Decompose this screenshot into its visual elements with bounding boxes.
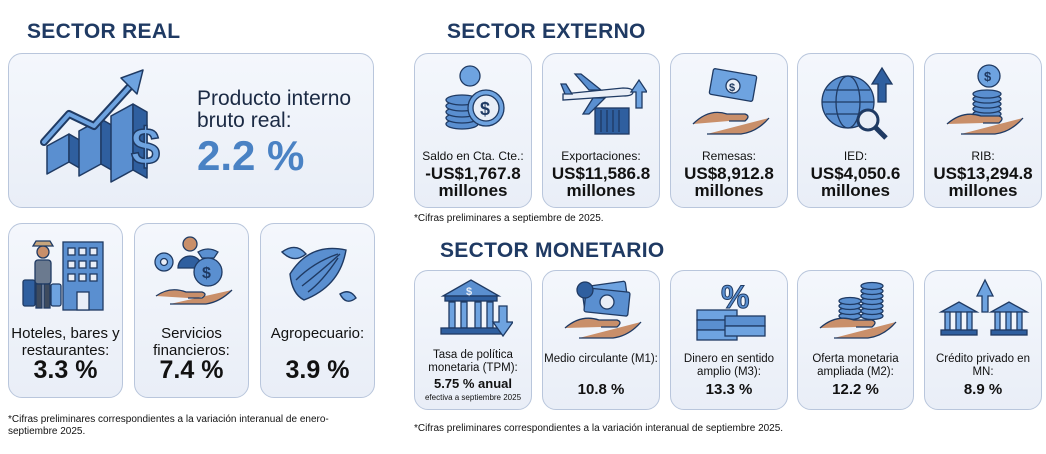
svg-text:%: % bbox=[721, 279, 749, 315]
financial-value: 7.4 % bbox=[159, 356, 224, 384]
policy-rate-subtitle: efectiva a septiembre 2025 bbox=[424, 393, 522, 402]
m2-label: Oferta monetaria ampliada (M2): bbox=[812, 353, 899, 378]
bank-down-arrow-icon: $ bbox=[440, 279, 513, 338]
reserves-label: RIB: bbox=[971, 149, 995, 163]
sector-monetario-note: *Cifras preliminares correspondientes a … bbox=[414, 423, 784, 434]
exports-unit: millones bbox=[566, 181, 636, 200]
sector-monetario-title: SECTOR MONETARIO bbox=[440, 239, 665, 262]
sector-real-note: *Cifras preliminares correspondientes a … bbox=[8, 414, 329, 437]
private-credit-card: Crédito privado en MN: 8.9 % bbox=[924, 270, 1042, 410]
gdp-card: $ Producto interno bruto real: 2.2 % bbox=[8, 53, 374, 208]
current-account-unit: millones bbox=[438, 181, 508, 200]
cacao-pod-icon bbox=[280, 246, 357, 302]
m1-label: Medio circulante (M1): bbox=[544, 353, 658, 365]
remittances-label: Remesas: bbox=[701, 149, 757, 163]
hand-banknote-icon: $ bbox=[692, 68, 770, 135]
hand-cash-icon bbox=[564, 280, 642, 339]
financial-label: Servicios financieros: bbox=[153, 325, 230, 359]
m2-value: 12.2 % bbox=[832, 381, 879, 398]
remittances-card: $ Remesas: US$8,912.8 millones bbox=[670, 53, 788, 208]
policy-rate-card: $ Tasa de política monetaria (TPM): 5.75… bbox=[414, 270, 532, 410]
policy-rate-label: Tasa de política monetaria (TPM): bbox=[428, 349, 518, 374]
svg-text:$: $ bbox=[466, 286, 472, 298]
banks-up-arrow-icon bbox=[938, 278, 1030, 336]
current-account-label: Saldo en Cta. Cte.: bbox=[422, 149, 524, 163]
percent-money-icon: % bbox=[696, 279, 766, 341]
exports-label: Exportaciones: bbox=[561, 149, 641, 163]
financial-card: $ Servicios financieros: 7.4 % bbox=[134, 223, 249, 398]
globe-magnifier-icon bbox=[821, 66, 894, 140]
private-credit-value: 8.9 % bbox=[963, 381, 1003, 398]
sector-externo-note: *Cifras preliminares a septiembre de 202… bbox=[414, 213, 604, 224]
reserves-card: $ RIB: US$13,294.8 millones bbox=[924, 53, 1042, 208]
m3-label: Dinero en sentido amplio (M3): bbox=[683, 353, 775, 378]
gdp-value: 2.2 % bbox=[197, 132, 305, 179]
fdi-label: IED: bbox=[843, 149, 868, 163]
svg-text:$: $ bbox=[480, 99, 490, 119]
exports-value: US$11,586.8 bbox=[551, 164, 651, 183]
agro-card: Agropecuario: 3.9 % bbox=[260, 223, 375, 398]
current-account-card: $ Saldo en Cta. Cte.: -US$1,767.8 millon… bbox=[414, 53, 532, 208]
current-account-value: -US$1,767.8 bbox=[425, 164, 521, 183]
hotel-value: 3.3 % bbox=[33, 356, 98, 384]
airplane-container-icon bbox=[560, 73, 647, 135]
svg-text:$: $ bbox=[984, 69, 992, 84]
sector-real-title: SECTOR REAL bbox=[27, 20, 181, 43]
agro-label: Agropecuario: bbox=[270, 325, 365, 342]
hand-coins-icon: $ bbox=[946, 64, 1024, 135]
sector-externo-title: SECTOR EXTERNO bbox=[447, 20, 646, 43]
hand-coin-stacks-icon bbox=[819, 281, 897, 339]
agro-value: 3.9 % bbox=[285, 356, 350, 384]
growth-chart-dollar-icon: $ bbox=[40, 69, 161, 183]
remittances-unit: millones bbox=[694, 181, 764, 200]
m3-card: % Dinero en sentido amplio (M3): 13.3 % bbox=[670, 270, 788, 410]
m1-value: 10.8 % bbox=[577, 381, 625, 398]
m3-value: 13.3 % bbox=[705, 381, 753, 398]
fdi-card: IED: US$4,050.6 millones bbox=[797, 53, 914, 208]
financial-services-icon: $ bbox=[154, 236, 233, 305]
gdp-label: Producto interno bruto real: bbox=[197, 87, 352, 132]
private-credit-label: Crédito privado en MN: bbox=[936, 353, 1030, 378]
reserves-value: US$13,294.8 bbox=[933, 164, 1033, 183]
svg-text:$: $ bbox=[131, 118, 160, 176]
m2-card: Oferta monetaria ampliada (M2): 12.2 % bbox=[797, 270, 914, 410]
svg-text:$: $ bbox=[202, 265, 211, 282]
hotel-traveler-icon bbox=[22, 240, 104, 311]
hotel-label: Hoteles, bares y restaurantes: bbox=[11, 325, 120, 359]
remittances-value: US$8,912.8 bbox=[684, 164, 774, 183]
exports-card: Exportaciones: US$11,586.8 millones bbox=[542, 53, 660, 208]
hotel-card: Hoteles, bares y restaurantes: 3.3 % bbox=[8, 223, 123, 398]
coins-stack-icon: $ bbox=[445, 65, 505, 130]
policy-rate-value: 5.75 % anual bbox=[433, 376, 513, 391]
fdi-value: US$4,050.6 bbox=[810, 164, 901, 183]
svg-text:$: $ bbox=[729, 82, 735, 94]
m1-card: Medio circulante (M1): 10.8 % bbox=[542, 270, 660, 410]
reserves-unit: millones bbox=[948, 181, 1018, 200]
fdi-unit: millones bbox=[821, 181, 890, 200]
